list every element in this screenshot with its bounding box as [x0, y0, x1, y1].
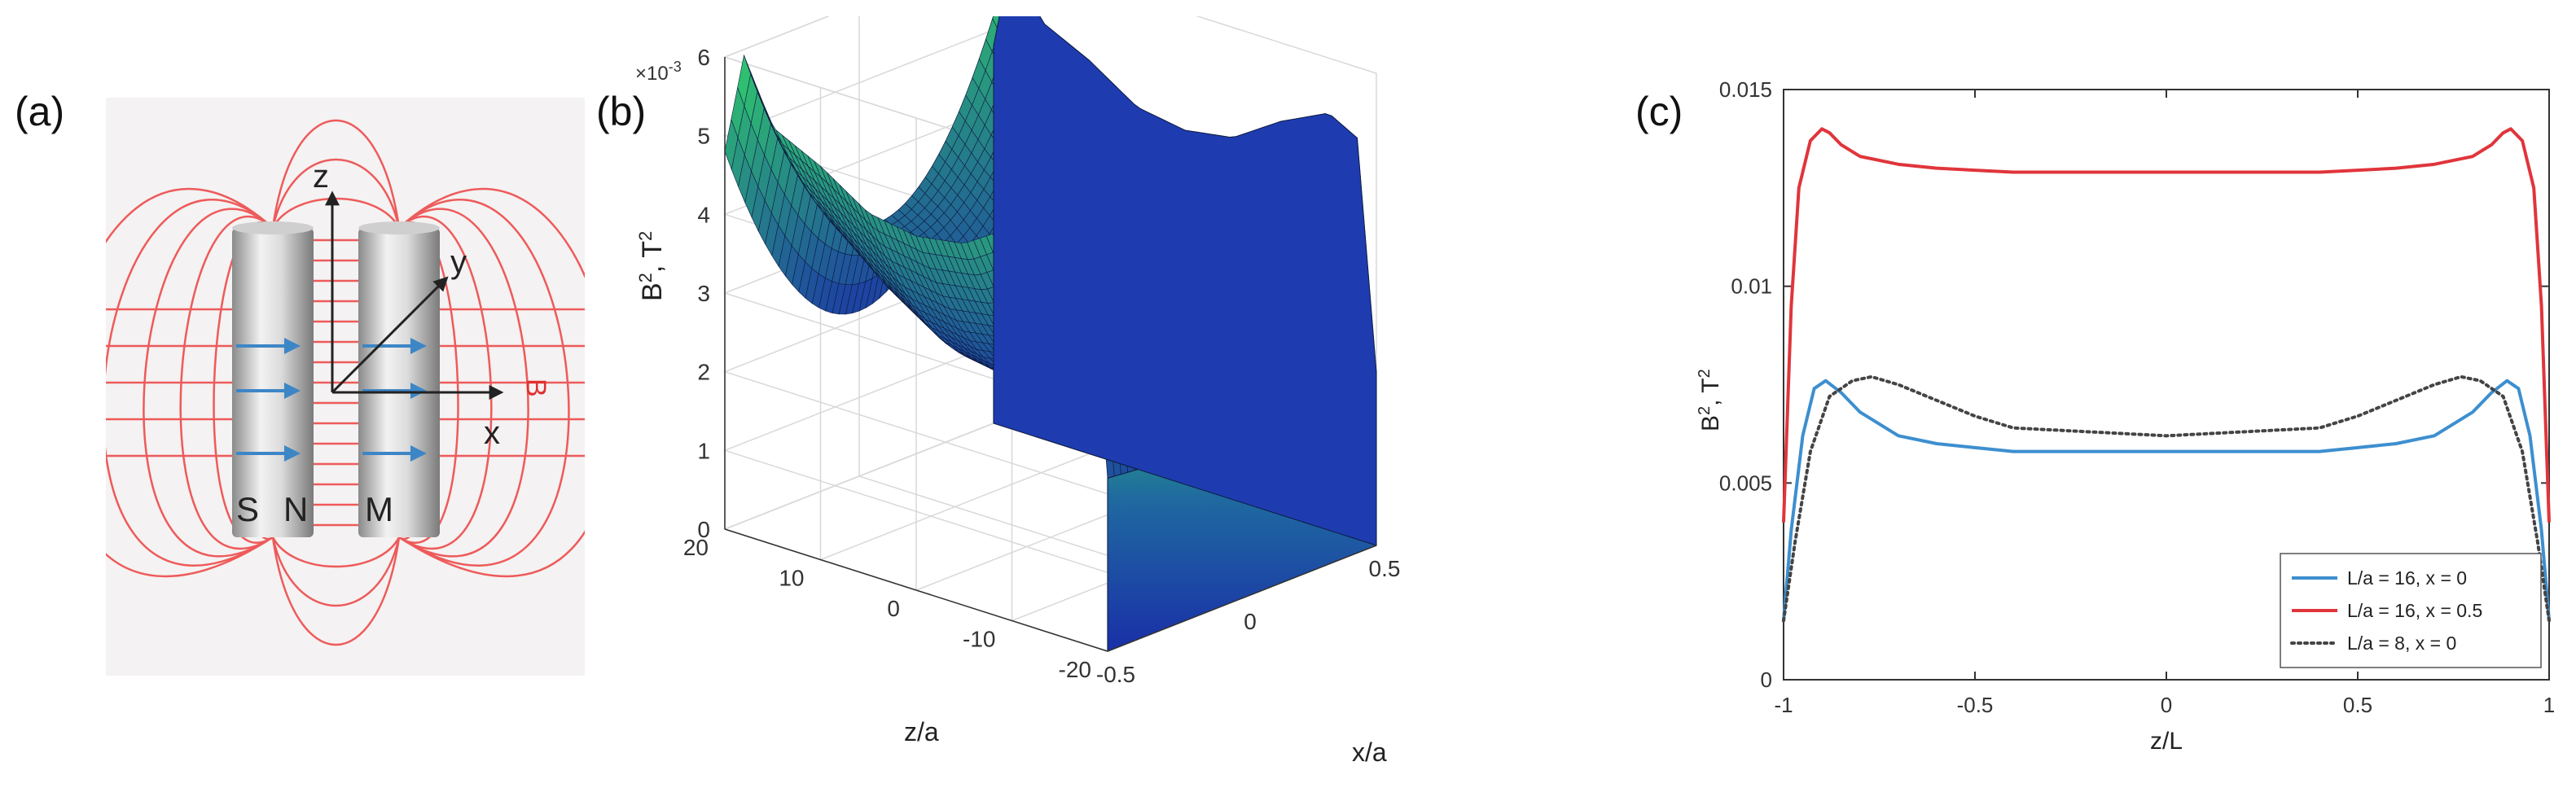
panel-label-a: (a) — [15, 89, 65, 134]
x-axis-label: x — [484, 415, 500, 451]
x-tick-label: 1 — [2543, 693, 2555, 717]
x-tick-label: 0 — [2161, 693, 2172, 717]
z-tick-label: 5 — [697, 124, 710, 149]
surface-side-face — [993, 16, 1377, 546]
surface-xlabel: x/a — [1352, 738, 1387, 767]
line-chart: -1 -0.5 0 0.5 1 0 0.005 0.01 0.015 B2, T2 z/L L/… — [1696, 77, 2555, 755]
x-tick-label: 0 — [1244, 609, 1257, 634]
line-chart-ticks: -1 -0.5 0 0.5 1 0 0.005 0.01 0.015 — [1719, 77, 2555, 717]
z-tick-labels: 0 1 2 3 4 5 6 — [697, 45, 710, 542]
panel-label-b: (b) — [596, 89, 647, 134]
zaxis-tick-label: -10 — [963, 627, 995, 652]
legend-entry: L/a = 16, x = 0.5 — [2347, 600, 2482, 621]
zaxis-tick-label: 0 — [887, 596, 900, 621]
zaxis-tick-label: 20 — [683, 535, 709, 560]
magnetization-arrows — [236, 338, 427, 462]
magnet-label-n: N — [283, 490, 308, 528]
x-tick-label: -1 — [1774, 693, 1793, 717]
legend-entry: L/a = 8, x = 0 — [2347, 633, 2456, 654]
line-xlabel: z/L — [2150, 728, 2183, 755]
field-line — [271, 536, 401, 568]
x-tick-label: -0.5 — [1957, 693, 1994, 717]
line-ylabel: B2, T2 — [1696, 369, 1724, 431]
y-axis-label: y — [450, 244, 467, 280]
y-tick-label: 0.005 — [1719, 471, 1772, 495]
z-tick-label: 1 — [697, 438, 710, 463]
line-chart-series — [1782, 127, 2551, 623]
z-tick-label: 3 — [697, 281, 710, 306]
x-tick-label: 0.5 — [2343, 693, 2372, 717]
field-line — [106, 199, 274, 567]
field-line — [398, 188, 585, 577]
field-line — [271, 119, 401, 229]
surface-chart: 0 1 2 3 4 5 6 -20 -10 0 10 20 -0.5 0 0.5 ×10-3 B2, T… — [635, 16, 1401, 767]
legend-entry: L/a = 16, x = 0 — [2347, 567, 2467, 589]
x-tick-label: 0.5 — [1369, 556, 1401, 581]
x-tick-labels: -0.5 0 0.5 — [1096, 556, 1401, 687]
z-tick-label: 0 — [697, 517, 710, 542]
series-line-1 — [1782, 379, 2551, 621]
series-line-2 — [1782, 127, 2551, 523]
coordinate-axes — [325, 190, 504, 400]
z-tick-label: 6 — [697, 45, 710, 70]
surface-axes — [724, 57, 1377, 652]
legend: L/a = 16, x = 0 L/a = 16, x = 0.5 L/a = 8,… — [2280, 553, 2542, 668]
magnet-diagram: z y x B S N M — [106, 98, 585, 676]
field-line — [271, 536, 401, 646]
surface-zlabel: B2, T2 — [635, 231, 668, 301]
z-axis-label: z — [313, 159, 329, 195]
field-vector-label: B — [520, 379, 551, 397]
y-tick-label: 0.01 — [1731, 274, 1772, 299]
y-tick-label: 0.015 — [1719, 77, 1772, 102]
field-line — [106, 188, 274, 577]
surface-mesh — [724, 16, 1377, 652]
panel-label-c: (c) — [1635, 89, 1683, 134]
z-tick-label: 2 — [697, 360, 710, 385]
field-line — [271, 536, 401, 607]
zaxis-tick-labels: -20 -10 0 10 20 — [683, 535, 1091, 682]
magnet-label-m: M — [365, 490, 393, 528]
zaxis-tick-label: 10 — [779, 566, 804, 591]
diagram-background — [106, 98, 585, 676]
surface-ylabel: z/a — [904, 717, 939, 746]
scale-factor: ×10-3 — [635, 59, 682, 85]
y-tick-label: 0 — [1761, 668, 1772, 692]
zaxis-tick-label: -20 — [1059, 657, 1091, 682]
magnet-label-s: S — [236, 490, 259, 528]
series-line-3 — [1782, 374, 2551, 623]
x-tick-label: -0.5 — [1096, 662, 1135, 687]
field-line — [271, 158, 401, 229]
z-tick-label: 4 — [697, 202, 710, 227]
field-lines — [106, 119, 585, 646]
